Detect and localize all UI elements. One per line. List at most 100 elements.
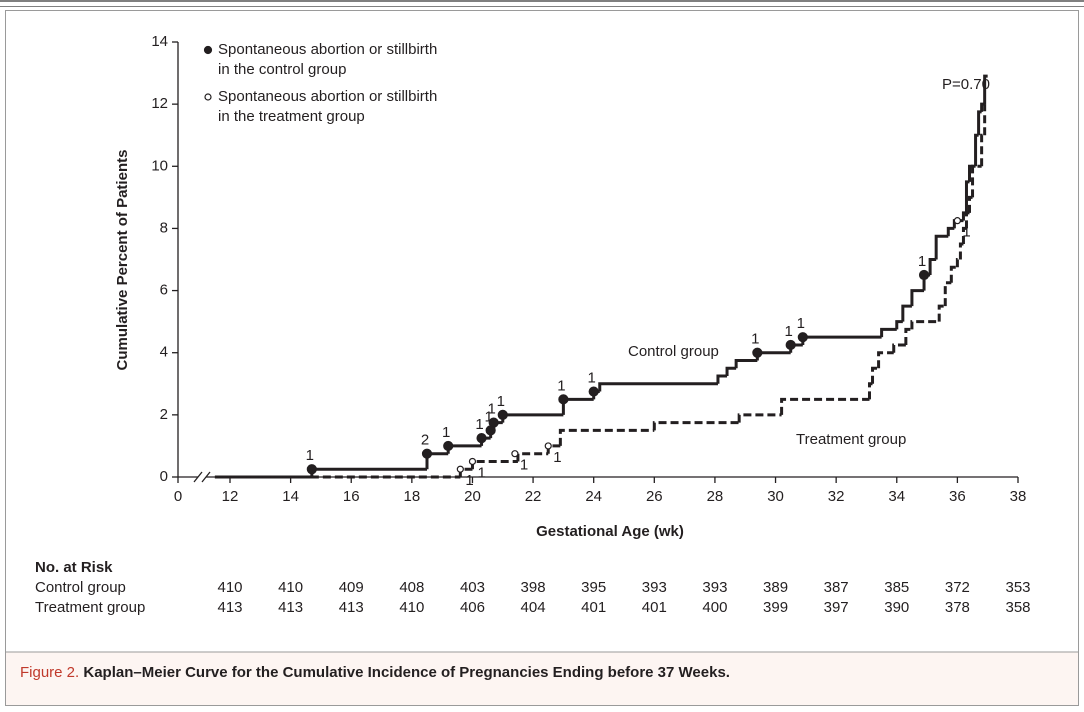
event-count: 1 — [962, 224, 970, 241]
event-count: 1 — [588, 370, 596, 387]
event-marker — [797, 332, 808, 343]
curve-step — [958, 242, 964, 260]
event-marker — [558, 394, 569, 405]
survival-curve — [214, 102, 988, 479]
x-tick-label: 14 — [282, 488, 299, 505]
event-count: 1 — [520, 457, 528, 474]
event-count: 1 — [918, 253, 926, 270]
event-marker — [785, 339, 796, 351]
curve-step — [652, 421, 740, 431]
event-marker — [468, 457, 477, 466]
survival-curve — [217, 74, 988, 479]
x-tick-label: 16 — [343, 488, 360, 505]
risk-count: 378 — [945, 599, 970, 616]
event-marker — [511, 450, 519, 458]
curve-step — [980, 133, 985, 167]
risk-count: 395 — [581, 579, 606, 596]
event-count: 2 — [421, 432, 429, 449]
event-marker — [456, 465, 464, 473]
risk-count: 400 — [702, 599, 727, 616]
y-tick-label: 0 — [160, 468, 168, 485]
curve-step — [892, 343, 906, 353]
curve-step — [880, 327, 897, 338]
x-tick-label: 34 — [888, 488, 905, 505]
event-marker — [918, 269, 930, 281]
risk-count: 413 — [339, 599, 364, 616]
curve-step — [904, 327, 912, 345]
x-tick-label: 20 — [464, 488, 481, 505]
risk-count: 401 — [581, 599, 606, 616]
p-value: P=0.70 — [942, 76, 990, 93]
event-marker — [488, 417, 499, 428]
risk-count: 393 — [702, 579, 727, 596]
curve-label: Control group — [628, 343, 719, 360]
curve-step — [974, 133, 979, 167]
event-marker — [476, 433, 487, 444]
curve-step — [561, 397, 594, 415]
risk-count: 398 — [521, 579, 546, 596]
y-tick-label: 10 — [151, 157, 168, 174]
y-tick-label: 8 — [160, 219, 168, 236]
event-count: 1 — [797, 315, 805, 332]
y-tick-label: 4 — [160, 344, 168, 361]
risk-table-title: No. at Risk — [35, 559, 113, 576]
curve-step — [961, 226, 967, 244]
event-count: 1 — [488, 401, 496, 418]
caption: Figure 2. Kaplan–Meier Curve for the Cum… — [20, 664, 730, 681]
event-marker — [306, 464, 317, 475]
risk-count: 404 — [521, 599, 546, 616]
y-tick-label: 6 — [160, 282, 168, 299]
x-tick-label: 30 — [767, 488, 784, 505]
x-tick-label: 26 — [646, 488, 663, 505]
curve-step — [955, 258, 961, 268]
y-axis-label: Cumulative Percent of Patients — [114, 150, 131, 371]
risk-count: 409 — [339, 579, 364, 596]
risk-count: 390 — [884, 599, 909, 616]
event-count: 1 — [785, 323, 793, 340]
event-count: 1 — [475, 416, 483, 433]
x-tick-label: 12 — [222, 488, 239, 505]
curve-step — [971, 164, 982, 198]
event-count: 1 — [557, 377, 565, 394]
x-axis-label: Gestational Age (wk) — [536, 523, 684, 540]
curve-step — [598, 382, 718, 392]
event-count: 1 — [553, 449, 561, 466]
axis-break — [193, 471, 203, 483]
curve-step — [446, 444, 482, 454]
x-tick-label: 22 — [525, 488, 542, 505]
risk-count: 406 — [460, 599, 485, 616]
curve-step — [755, 351, 791, 361]
curve-step — [867, 382, 873, 400]
event-marker — [588, 386, 599, 397]
curve-step — [928, 258, 937, 276]
curve-step — [943, 281, 952, 307]
event-marker — [497, 409, 508, 420]
event-count: 1 — [497, 393, 505, 410]
axis-break — [201, 471, 211, 483]
curve-step — [983, 102, 988, 136]
frame — [5, 10, 1079, 706]
curve-step — [737, 413, 782, 423]
curve-step — [977, 110, 982, 136]
caption-band — [6, 652, 1078, 705]
curve-step — [558, 428, 655, 446]
risk-count: 403 — [460, 579, 485, 596]
y-tick-label: 14 — [151, 33, 168, 50]
event-count: 1 — [477, 464, 485, 481]
legend-label: Spontaneous abortion or stillbirth — [218, 41, 437, 58]
x-tick-label: 18 — [404, 488, 421, 505]
caption-text: Kaplan–Meier Curve for the Cumulative In… — [83, 664, 730, 681]
y-tick-label: 2 — [160, 406, 168, 423]
curve-step — [734, 358, 758, 369]
legend-label: Spontaneous abortion or stillbirth — [218, 88, 437, 105]
event-count: 1 — [465, 472, 473, 489]
top-rule — [0, 6, 1084, 7]
risk-count: 410 — [278, 579, 303, 596]
risk-count: 408 — [399, 579, 424, 596]
event-count: 1 — [442, 424, 450, 441]
event-marker — [752, 347, 763, 358]
risk-count: 358 — [1005, 599, 1030, 616]
y-tick-label: 12 — [151, 95, 168, 112]
